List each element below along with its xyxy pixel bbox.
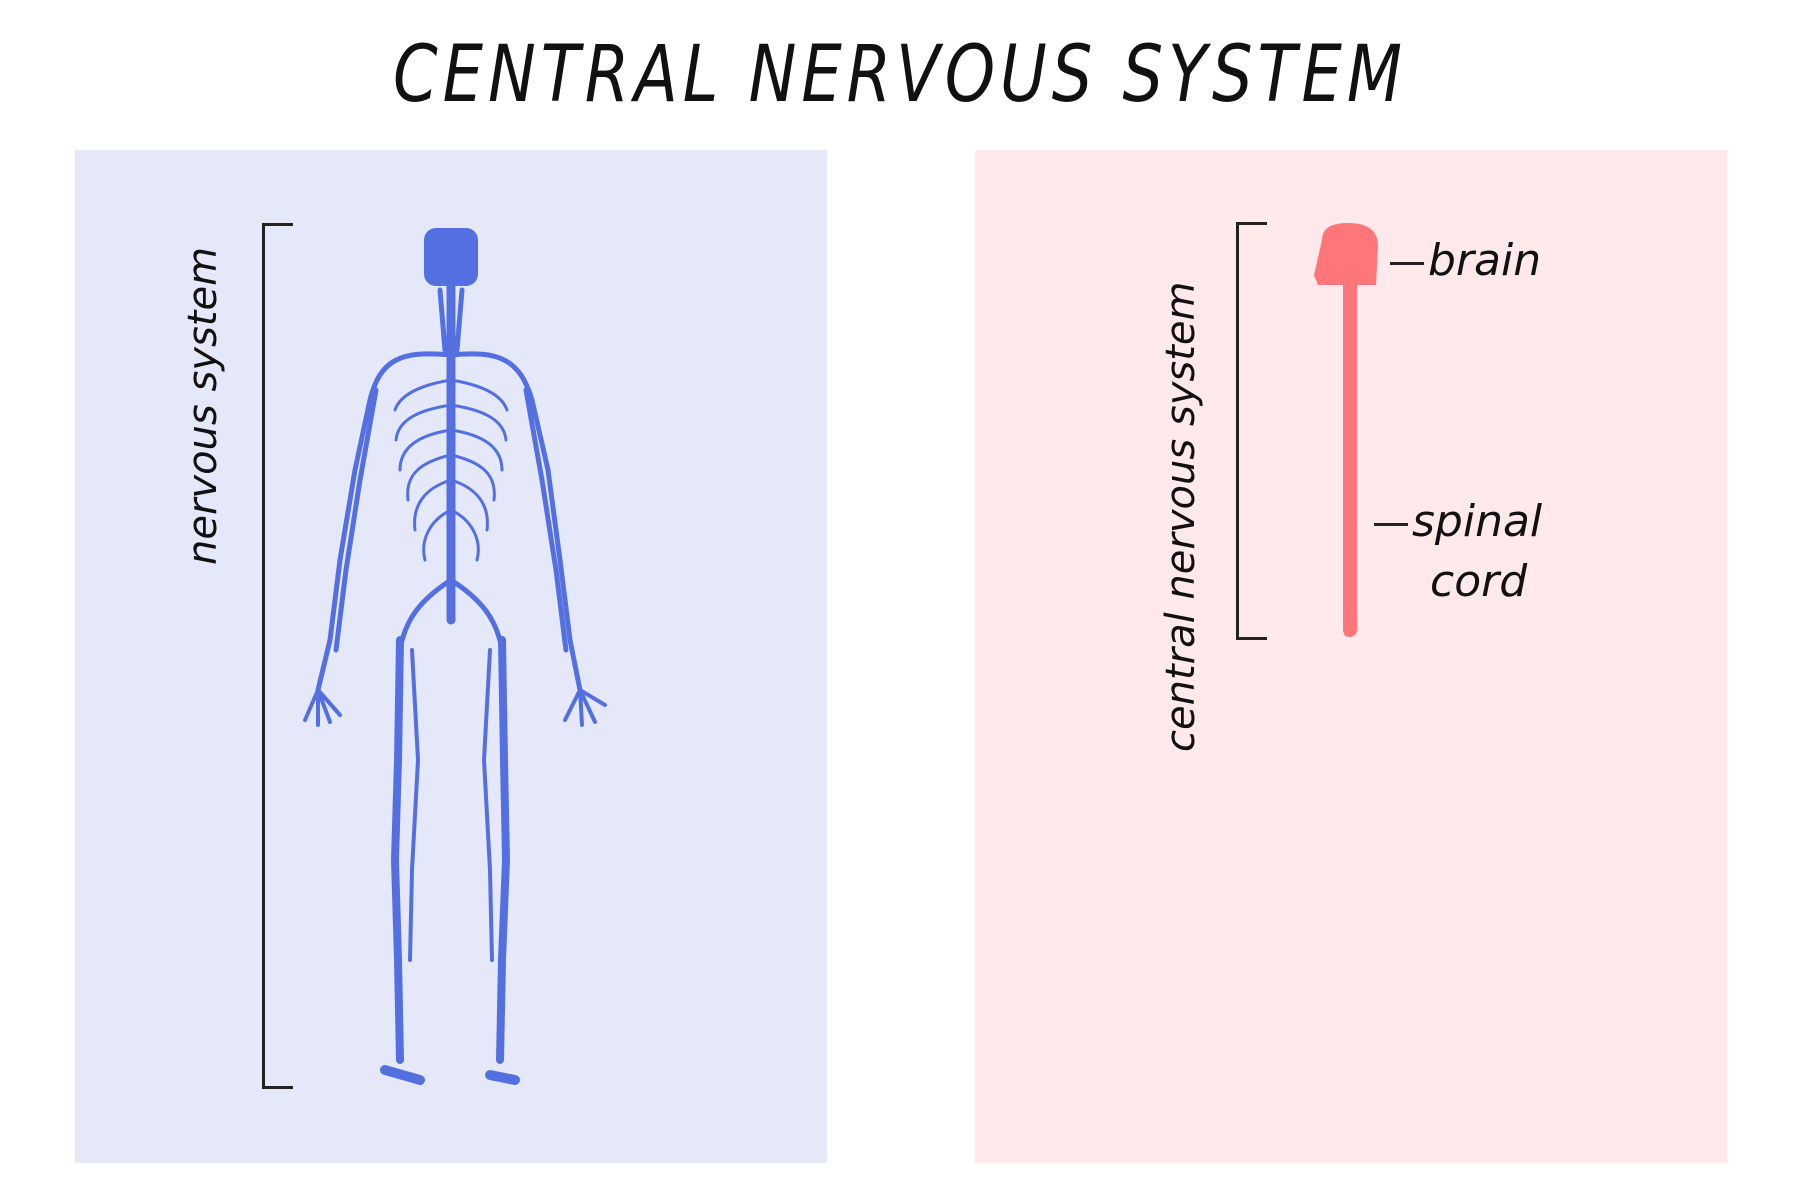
page-title: CENTRAL NERVOUS SYSTEM — [393, 30, 1407, 120]
spinal-cord-annotation-line2: cord — [1430, 556, 1528, 607]
nervous-system-bracket — [262, 223, 293, 1089]
brain-annotation: brain — [1390, 236, 1541, 285]
spinal-cord-annotation-line1: spinal — [1374, 497, 1542, 546]
central-nervous-system-bracket — [1236, 222, 1267, 640]
brain-and-spinal-cord — [1314, 222, 1378, 637]
full-body-nervous-system — [303, 228, 607, 1085]
